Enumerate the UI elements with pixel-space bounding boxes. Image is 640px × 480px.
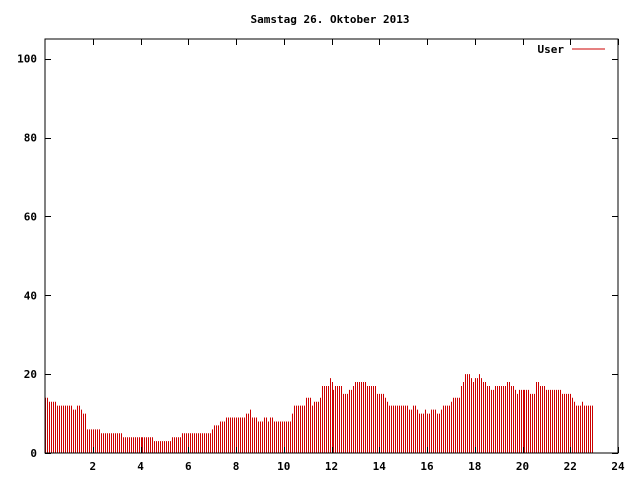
x-tick-label: 24 bbox=[611, 460, 625, 473]
x-tick-label: 12 bbox=[325, 460, 338, 473]
x-tick-label: 14 bbox=[373, 460, 387, 473]
chart-title: Samstag 26. Oktober 2013 bbox=[251, 13, 410, 26]
x-tick-label: 16 bbox=[420, 460, 434, 473]
axis-ticks bbox=[45, 39, 619, 454]
x-tick-label: 10 bbox=[277, 460, 290, 473]
x-tick-label: 6 bbox=[185, 460, 192, 473]
legend: User bbox=[538, 43, 605, 56]
x-tick-label: 4 bbox=[137, 460, 144, 473]
y-tick-label: 80 bbox=[24, 132, 37, 145]
bar-series bbox=[45, 374, 593, 453]
x-tick-label: 20 bbox=[516, 460, 529, 473]
y-axis-tick-labels: 0 20 40 60 80 100 bbox=[17, 53, 37, 460]
legend-label-user: User bbox=[538, 43, 565, 56]
y-tick-label: 20 bbox=[24, 368, 37, 381]
x-tick-label: 22 bbox=[564, 460, 577, 473]
plot-frame bbox=[44, 38, 619, 454]
y-tick-label: 60 bbox=[24, 210, 37, 223]
x-tick-label: 2 bbox=[89, 460, 96, 473]
y-tick-label: 100 bbox=[17, 53, 37, 66]
x-tick-label: 8 bbox=[233, 460, 240, 473]
x-axis-tick-labels: 2 4 6 8 10 12 14 16 18 20 22 24 bbox=[89, 460, 625, 473]
x-tick-label: 18 bbox=[468, 460, 481, 473]
y-tick-label: 40 bbox=[24, 289, 37, 302]
y-tick-label: 0 bbox=[30, 447, 37, 460]
